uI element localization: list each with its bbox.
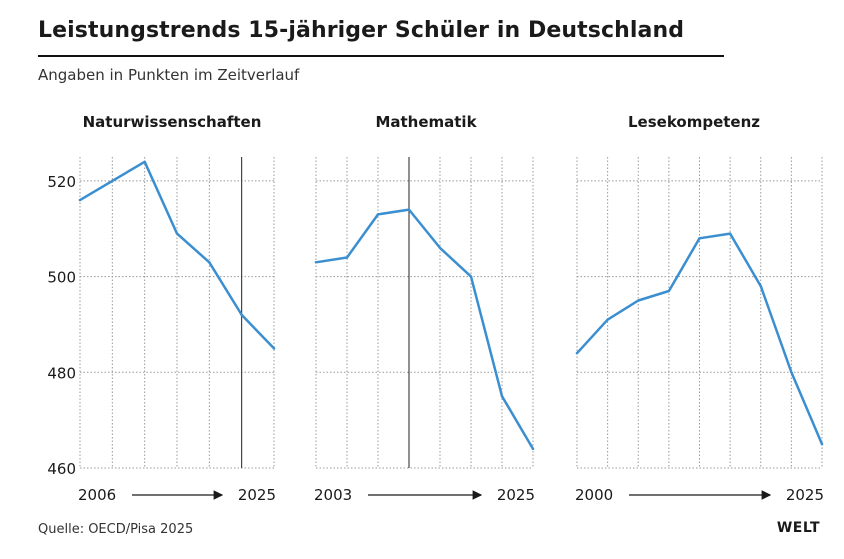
x-end-label: 2025 (497, 486, 535, 504)
data-point (208, 261, 211, 264)
panel-title: Lesekompetenz (628, 113, 760, 131)
data-point (314, 261, 318, 264)
x-end-label: 2025 (238, 486, 276, 504)
panel-mathematik: Mathematik 2003 2025 (314, 113, 535, 504)
data-point (376, 213, 380, 216)
panel-title: Mathematik (375, 113, 477, 131)
data-point (111, 179, 114, 183)
series-line (314, 208, 535, 451)
data-point (606, 318, 609, 321)
panel-lesekompetenz: Lesekompetenz 2000 2025 (575, 113, 824, 504)
y-tick-label: 500 (47, 269, 76, 287)
welt-logo: WELT (776, 520, 820, 536)
y-tick-label: 520 (47, 173, 76, 191)
data-point (78, 198, 82, 202)
data-point (531, 447, 535, 451)
data-point (759, 284, 762, 288)
x-start-label: 2006 (78, 486, 116, 504)
data-point (438, 246, 442, 250)
data-point (407, 208, 411, 211)
data-point (790, 371, 793, 374)
data-point (469, 275, 473, 278)
data-point (575, 351, 579, 355)
x-end-label: 2025 (786, 486, 824, 504)
y-tick-label: 480 (47, 364, 76, 382)
page-subtitle: Angaben in Punkten im Zeitverlauf (38, 66, 300, 84)
data-point (637, 299, 640, 302)
y-tick-label: 460 (47, 460, 76, 478)
panel-title: Naturwissenschaften (83, 113, 262, 131)
data-point (820, 442, 824, 446)
data-point (728, 232, 732, 235)
data-point (500, 395, 504, 398)
source-note: Quelle: OECD/Pisa 2025 (38, 522, 194, 537)
data-point (240, 313, 243, 317)
data-point (345, 256, 349, 259)
title-rule (38, 55, 724, 57)
data-point (175, 232, 179, 235)
x-start-label: 2000 (575, 486, 613, 504)
x-start-label: 2003 (314, 486, 352, 504)
data-point (272, 347, 276, 350)
panel-naturwissenschaften: Naturwissenschaften 2006 2025 (78, 113, 276, 504)
data-point (143, 160, 146, 163)
data-point (667, 289, 671, 293)
page-title: Leistungstrends 15-jähriger Schüler in D… (38, 18, 685, 43)
data-point (698, 237, 701, 240)
